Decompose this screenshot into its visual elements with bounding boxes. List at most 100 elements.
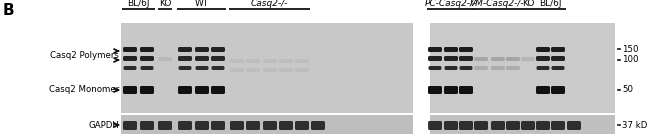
FancyBboxPatch shape <box>140 86 154 94</box>
FancyBboxPatch shape <box>211 121 225 130</box>
Bar <box>121 23 413 113</box>
Bar <box>121 115 413 134</box>
FancyBboxPatch shape <box>124 66 136 70</box>
FancyBboxPatch shape <box>140 66 153 70</box>
FancyBboxPatch shape <box>521 121 535 130</box>
FancyBboxPatch shape <box>551 66 564 70</box>
FancyBboxPatch shape <box>491 57 505 61</box>
FancyBboxPatch shape <box>428 56 442 61</box>
FancyBboxPatch shape <box>230 68 244 72</box>
FancyBboxPatch shape <box>459 121 473 130</box>
FancyBboxPatch shape <box>474 66 488 70</box>
FancyBboxPatch shape <box>536 56 550 61</box>
FancyBboxPatch shape <box>506 66 520 70</box>
FancyBboxPatch shape <box>428 66 441 70</box>
FancyBboxPatch shape <box>444 86 458 94</box>
FancyBboxPatch shape <box>295 68 309 72</box>
FancyBboxPatch shape <box>263 121 277 130</box>
Text: WT: WT <box>194 0 209 8</box>
FancyBboxPatch shape <box>195 47 209 52</box>
FancyBboxPatch shape <box>140 56 154 61</box>
Text: BL/6J: BL/6J <box>127 0 150 8</box>
Text: PC-Casq2-/-: PC-Casq2-/- <box>424 0 476 8</box>
Text: 150: 150 <box>622 44 638 54</box>
FancyBboxPatch shape <box>158 57 172 61</box>
FancyBboxPatch shape <box>196 66 209 70</box>
FancyBboxPatch shape <box>230 121 244 130</box>
FancyBboxPatch shape <box>123 86 137 94</box>
Text: 50: 50 <box>622 86 633 95</box>
FancyBboxPatch shape <box>428 86 442 94</box>
FancyBboxPatch shape <box>506 57 520 61</box>
FancyBboxPatch shape <box>536 66 549 70</box>
FancyBboxPatch shape <box>295 121 309 130</box>
FancyBboxPatch shape <box>474 57 488 61</box>
FancyBboxPatch shape <box>474 121 488 130</box>
FancyBboxPatch shape <box>211 47 225 52</box>
FancyBboxPatch shape <box>211 56 225 61</box>
FancyBboxPatch shape <box>246 68 260 72</box>
FancyBboxPatch shape <box>459 47 473 52</box>
FancyBboxPatch shape <box>551 56 565 61</box>
FancyBboxPatch shape <box>195 86 209 94</box>
FancyBboxPatch shape <box>123 47 137 52</box>
FancyBboxPatch shape <box>178 121 192 130</box>
Text: KO: KO <box>522 0 534 8</box>
Text: Casq2 Monomer: Casq2 Monomer <box>49 86 119 95</box>
FancyBboxPatch shape <box>178 86 192 94</box>
FancyBboxPatch shape <box>428 121 442 130</box>
Text: VM-Casq2-/-: VM-Casq2-/- <box>470 0 525 8</box>
FancyBboxPatch shape <box>123 56 137 61</box>
Text: GAPDH: GAPDH <box>88 120 119 129</box>
FancyBboxPatch shape <box>279 121 293 130</box>
FancyBboxPatch shape <box>211 66 224 70</box>
FancyBboxPatch shape <box>536 121 550 130</box>
FancyBboxPatch shape <box>567 121 581 130</box>
Bar <box>430 23 615 113</box>
FancyBboxPatch shape <box>428 47 442 52</box>
FancyBboxPatch shape <box>295 59 309 63</box>
FancyBboxPatch shape <box>279 59 293 63</box>
FancyBboxPatch shape <box>459 86 473 94</box>
FancyBboxPatch shape <box>158 121 172 130</box>
FancyBboxPatch shape <box>263 59 277 63</box>
Text: KO: KO <box>159 0 171 8</box>
FancyBboxPatch shape <box>246 59 260 63</box>
FancyBboxPatch shape <box>491 121 505 130</box>
FancyBboxPatch shape <box>506 121 520 130</box>
FancyBboxPatch shape <box>178 47 192 52</box>
FancyBboxPatch shape <box>263 68 277 72</box>
FancyBboxPatch shape <box>551 86 565 94</box>
Text: B: B <box>3 3 14 18</box>
Text: Casq2 Polymers: Casq2 Polymers <box>50 51 119 60</box>
FancyBboxPatch shape <box>536 47 550 52</box>
FancyBboxPatch shape <box>179 66 192 70</box>
Text: 100: 100 <box>622 55 638 64</box>
Bar <box>430 115 615 134</box>
FancyBboxPatch shape <box>279 68 293 72</box>
FancyBboxPatch shape <box>178 56 192 61</box>
FancyBboxPatch shape <box>311 121 325 130</box>
FancyBboxPatch shape <box>551 121 565 130</box>
Text: Casq2-/-: Casq2-/- <box>251 0 288 8</box>
FancyBboxPatch shape <box>140 121 154 130</box>
FancyBboxPatch shape <box>230 59 244 63</box>
FancyBboxPatch shape <box>551 47 565 52</box>
FancyBboxPatch shape <box>521 57 535 61</box>
FancyBboxPatch shape <box>444 47 458 52</box>
FancyBboxPatch shape <box>140 47 154 52</box>
FancyBboxPatch shape <box>195 56 209 61</box>
Text: 37 kD: 37 kD <box>622 120 647 129</box>
FancyBboxPatch shape <box>445 66 458 70</box>
FancyBboxPatch shape <box>211 86 225 94</box>
FancyBboxPatch shape <box>195 121 209 130</box>
FancyBboxPatch shape <box>246 121 260 130</box>
FancyBboxPatch shape <box>123 121 137 130</box>
FancyBboxPatch shape <box>460 66 473 70</box>
FancyBboxPatch shape <box>444 121 458 130</box>
FancyBboxPatch shape <box>444 56 458 61</box>
FancyBboxPatch shape <box>491 66 505 70</box>
FancyBboxPatch shape <box>536 86 550 94</box>
FancyBboxPatch shape <box>459 56 473 61</box>
Text: BL/6J: BL/6J <box>540 0 562 8</box>
